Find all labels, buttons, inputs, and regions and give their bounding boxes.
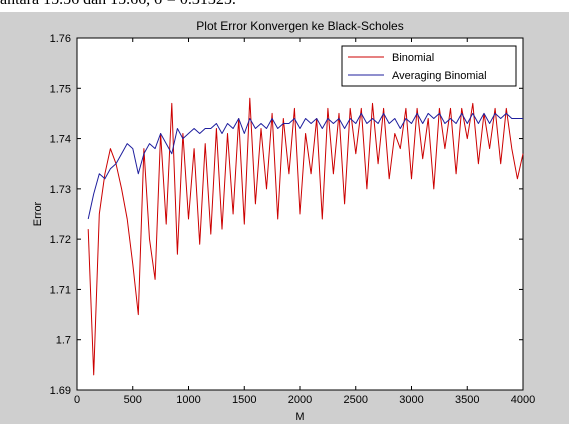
x-tick-label: 1500 <box>232 394 256 406</box>
axis-ticks: 0 500 1000 1500 2000 2500 3000 3500 40001.691.71… <box>50 33 536 406</box>
x-tick-label: 3500 <box>455 394 479 406</box>
x-axis-label: M <box>295 411 304 423</box>
y-tick-label: 1.7 <box>56 335 71 347</box>
x-tick-label: 2000 <box>288 394 312 406</box>
document-caption-fragment: antara 15.56 dan 15.66, σ = 0.31325. <box>0 0 236 9</box>
y-tick-label: 1.74 <box>50 134 71 146</box>
legend-label-binomial: Binomial <box>392 52 434 64</box>
legend-box <box>341 45 517 87</box>
x-tick-label: 4000 <box>511 394 535 406</box>
x-tick-label: 3000 <box>399 394 423 406</box>
y-axis-label: Error <box>32 201 44 226</box>
y-tick-label: 1.72 <box>50 234 71 246</box>
legend-label-averaging: Averaging Binomial <box>392 70 487 82</box>
x-tick-label: 0 <box>74 394 80 406</box>
series-layer <box>87 97 524 376</box>
y-tick-label: 1.73 <box>50 184 71 196</box>
y-tick-label: 1.76 <box>50 33 71 45</box>
x-tick-label: 2500 <box>344 394 368 406</box>
y-tick-label: 1.69 <box>50 385 71 397</box>
series-line-averaging-binomial <box>87 112 523 220</box>
x-tick-label: 1000 <box>176 394 200 406</box>
x-tick-label: 500 <box>124 394 142 406</box>
y-tick-label: 1.71 <box>50 284 71 296</box>
chart-title: Plot Error Konvergen ke Black-Scholes <box>196 19 403 33</box>
legend: Binomial Averaging Binomial <box>341 45 517 87</box>
y-tick-label: 1.75 <box>50 83 71 95</box>
